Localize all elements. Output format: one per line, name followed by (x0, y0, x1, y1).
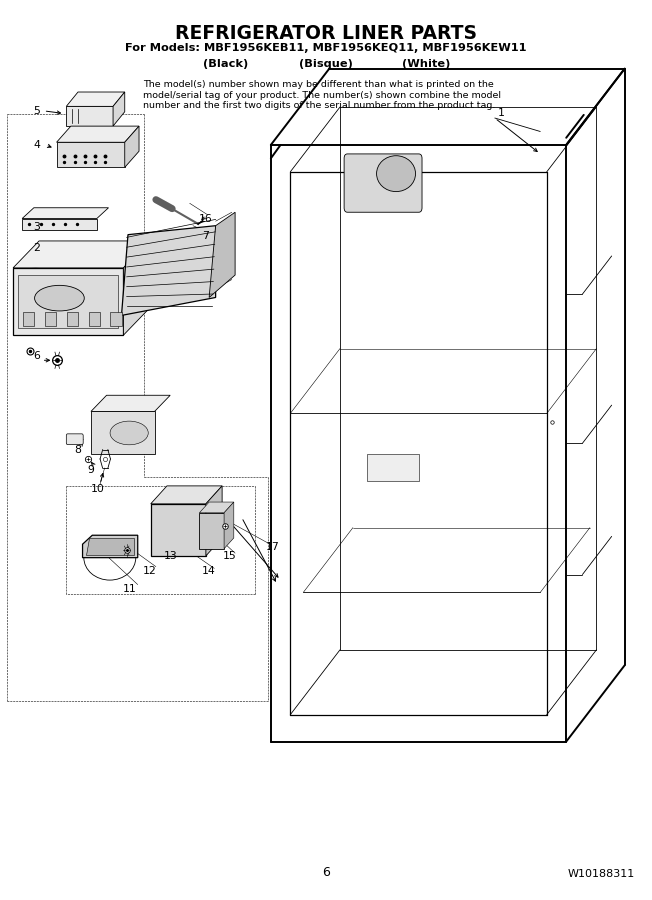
Polygon shape (200, 513, 224, 549)
Text: The model(s) number shown may be different than what is printed on the
model/ser: The model(s) number shown may be differe… (143, 80, 501, 110)
Text: 12: 12 (143, 566, 156, 576)
FancyBboxPatch shape (344, 154, 422, 212)
Polygon shape (121, 226, 216, 315)
Polygon shape (125, 126, 139, 167)
Polygon shape (13, 268, 123, 335)
Text: 4: 4 (34, 140, 40, 150)
Text: For Models: MBF1956KEB11, MBF1956KEQ11, MBF1956KEW11: For Models: MBF1956KEB11, MBF1956KEQ11, … (125, 42, 527, 53)
Text: 16: 16 (199, 213, 213, 223)
Text: 8: 8 (74, 445, 82, 455)
Text: (Black): (Black) (203, 58, 248, 68)
Polygon shape (67, 106, 113, 126)
Bar (23, 311, 35, 326)
Polygon shape (206, 486, 222, 556)
Polygon shape (22, 219, 97, 230)
Text: 9: 9 (87, 464, 95, 474)
Polygon shape (113, 92, 125, 126)
Text: 17: 17 (266, 542, 280, 552)
Bar (18, 275, 118, 328)
Polygon shape (91, 395, 170, 411)
Bar (89, 311, 100, 326)
Text: 6: 6 (322, 866, 330, 879)
Polygon shape (13, 241, 149, 268)
Polygon shape (224, 502, 234, 549)
Text: 10: 10 (91, 484, 104, 494)
Text: 15: 15 (223, 551, 237, 561)
Text: 7: 7 (203, 230, 209, 240)
Ellipse shape (35, 285, 84, 310)
Polygon shape (67, 92, 125, 106)
Polygon shape (57, 126, 139, 142)
Text: W10188311: W10188311 (567, 868, 634, 879)
Polygon shape (86, 538, 134, 555)
Polygon shape (209, 212, 235, 298)
Text: 13: 13 (163, 551, 177, 561)
Text: 6: 6 (34, 351, 40, 361)
Text: 11: 11 (123, 584, 137, 594)
Ellipse shape (110, 421, 148, 445)
Text: 1: 1 (498, 108, 505, 118)
Ellipse shape (377, 156, 415, 192)
Text: 2: 2 (34, 243, 40, 253)
Polygon shape (83, 536, 138, 558)
Text: 5: 5 (34, 106, 40, 116)
Polygon shape (151, 486, 222, 504)
Polygon shape (57, 142, 125, 167)
Polygon shape (22, 208, 108, 219)
Text: (White): (White) (402, 58, 451, 68)
Bar (67, 311, 78, 326)
Text: 3: 3 (34, 222, 40, 232)
Text: REFRIGERATOR LINER PARTS: REFRIGERATOR LINER PARTS (175, 23, 477, 43)
Bar (110, 311, 122, 326)
Bar (367, 454, 419, 481)
Text: 14: 14 (202, 566, 216, 576)
Polygon shape (200, 502, 234, 513)
Polygon shape (123, 241, 149, 335)
Polygon shape (91, 411, 155, 454)
Polygon shape (151, 504, 206, 556)
FancyBboxPatch shape (67, 434, 83, 445)
Bar (45, 311, 57, 326)
Text: (Bisque): (Bisque) (299, 58, 353, 68)
